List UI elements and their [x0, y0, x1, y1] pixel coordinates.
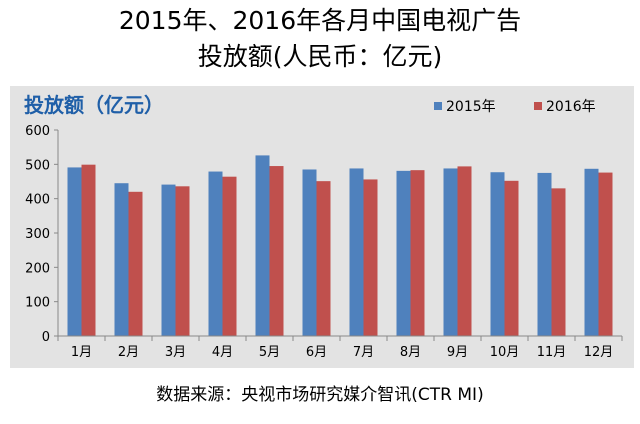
bar-2016年-12月 — [598, 172, 613, 336]
x-tick-label: 9月 — [447, 345, 468, 360]
bar-2015年-2月 — [114, 183, 129, 336]
x-tick-label: 11月 — [537, 345, 567, 360]
bar-2015年-1月 — [67, 167, 82, 336]
bar-2015年-9月 — [443, 168, 458, 336]
y-tick-label: 500 — [25, 158, 50, 173]
x-tick-label: 3月 — [165, 345, 186, 360]
bar-2015年-10月 — [490, 172, 505, 336]
x-tick-label: 7月 — [353, 345, 374, 360]
x-tick-label: 10月 — [490, 345, 520, 360]
x-tick-label: 2月 — [118, 345, 139, 360]
legend-label: 2015年 — [446, 99, 496, 115]
bar-2016年-11月 — [551, 188, 566, 336]
x-tick-label: 6月 — [306, 345, 327, 360]
x-axis: 1月 2月 3月 4月 5月 6月 7月 8月 9月 10月 11月 12月 — [57, 335, 623, 360]
page-title-line1: 2015年、2016年各月中国电视广告 — [118, 6, 522, 35]
bar-2015年-4月 — [208, 171, 223, 336]
y-tick-label: 200 — [25, 261, 50, 276]
x-tick-label: 4月 — [212, 345, 233, 360]
bar-chart: 投放额（亿元） 2015年 2016年 0 100 200 300 400 500 600 1… — [24, 93, 623, 360]
y-tick-label: 100 — [25, 296, 50, 311]
y-tick-label: 300 — [25, 227, 50, 242]
legend-label: 2016年 — [546, 99, 596, 115]
y-tick-label: 0 — [42, 330, 50, 345]
legend-swatch — [534, 102, 542, 110]
bars — [67, 155, 613, 336]
bar-2015年-8月 — [396, 170, 411, 336]
y-tick-label: 600 — [25, 124, 50, 139]
x-tick-label: 8月 — [400, 345, 421, 360]
x-tick-label: 5月 — [259, 345, 280, 360]
bar-2016年-2月 — [128, 191, 143, 336]
bar-2016年-7月 — [363, 179, 378, 336]
bar-2016年-8月 — [410, 170, 425, 336]
x-tick-label: 12月 — [584, 345, 614, 360]
bar-2015年-6月 — [302, 169, 317, 336]
bar-2016年-6月 — [316, 181, 331, 336]
x-tick-label: 1月 — [71, 345, 92, 360]
bar-2016年-10月 — [504, 180, 519, 336]
bar-2015年-11月 — [537, 172, 552, 336]
source-note: 数据来源：央视市场研究媒介智讯(CTR MI) — [156, 385, 484, 405]
bar-2015年-3月 — [161, 184, 176, 336]
bar-2015年-5月 — [255, 155, 270, 336]
chart-title: 投放额（亿元） — [24, 93, 164, 117]
bar-2016年-1月 — [81, 164, 96, 336]
bar-2016年-9月 — [457, 166, 472, 336]
legend: 2015年 2016年 — [434, 99, 596, 115]
y-tick-label: 400 — [25, 193, 50, 208]
y-axis: 0 100 200 300 400 500 600 — [25, 124, 59, 345]
bar-2016年-5月 — [269, 166, 284, 336]
bar-2016年-4月 — [222, 176, 237, 336]
bar-2015年-7月 — [349, 168, 364, 336]
bar-2016年-3月 — [175, 186, 190, 336]
page-title-line2: 投放额(人民币：亿元) — [197, 42, 443, 71]
bar-2015年-12月 — [584, 168, 599, 336]
legend-swatch — [434, 102, 442, 110]
chart-panel: 投放额（亿元） 2015年 2016年 0 100 200 300 400 500 600 1… — [10, 86, 634, 368]
